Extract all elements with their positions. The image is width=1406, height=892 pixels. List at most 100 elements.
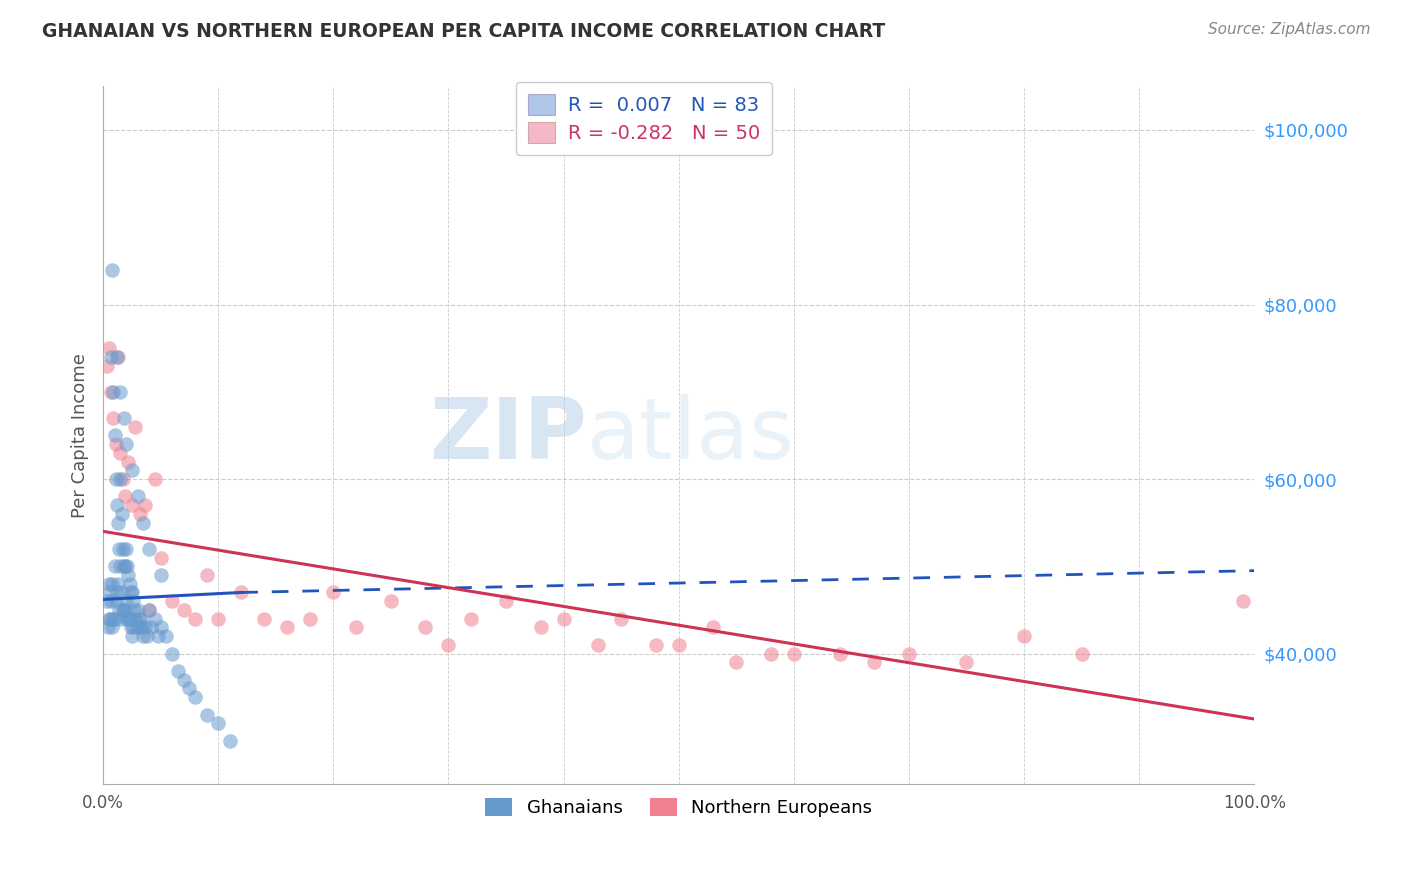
Point xyxy=(104,612,127,626)
Point xyxy=(110,384,132,399)
Point xyxy=(553,612,575,626)
Point xyxy=(148,629,170,643)
Point xyxy=(97,620,120,634)
Point xyxy=(125,620,148,634)
Point xyxy=(111,472,134,486)
Point xyxy=(702,620,724,634)
Point xyxy=(828,647,851,661)
Point xyxy=(103,612,125,626)
Point xyxy=(100,350,122,364)
Point xyxy=(96,594,118,608)
Point xyxy=(138,603,160,617)
Point xyxy=(149,550,172,565)
Point xyxy=(117,612,139,626)
Text: Source: ZipAtlas.com: Source: ZipAtlas.com xyxy=(1208,22,1371,37)
Y-axis label: Per Capita Income: Per Capita Income xyxy=(72,353,89,518)
Point xyxy=(117,612,139,626)
Point xyxy=(103,384,125,399)
Point xyxy=(127,603,149,617)
Point xyxy=(783,647,806,661)
Point xyxy=(299,612,322,626)
Point xyxy=(122,620,145,634)
Point xyxy=(149,568,172,582)
Point xyxy=(668,638,690,652)
Point xyxy=(107,576,129,591)
Point xyxy=(121,498,143,512)
Point xyxy=(135,629,157,643)
Text: ZIP: ZIP xyxy=(429,394,586,477)
Point xyxy=(97,612,120,626)
Point xyxy=(96,359,118,373)
Point xyxy=(110,472,132,486)
Point xyxy=(610,612,633,626)
Point xyxy=(101,262,124,277)
Point xyxy=(124,419,146,434)
Point xyxy=(104,559,127,574)
Point xyxy=(132,629,155,643)
Point xyxy=(759,647,782,661)
Point xyxy=(129,507,152,521)
Point xyxy=(114,603,136,617)
Point xyxy=(112,559,135,574)
Text: atlas: atlas xyxy=(586,394,794,477)
Point xyxy=(120,585,142,599)
Point xyxy=(460,612,482,626)
Point xyxy=(111,541,134,556)
Point xyxy=(160,647,183,661)
Point xyxy=(179,681,201,696)
Point xyxy=(141,620,163,634)
Point xyxy=(155,629,177,643)
Point xyxy=(97,576,120,591)
Point xyxy=(118,612,141,626)
Point xyxy=(105,498,128,512)
Point xyxy=(184,690,207,705)
Point xyxy=(117,559,139,574)
Point xyxy=(117,454,139,468)
Point xyxy=(110,559,132,574)
Point xyxy=(143,612,166,626)
Point xyxy=(173,603,195,617)
Point xyxy=(100,594,122,608)
Point xyxy=(129,620,152,634)
Point xyxy=(120,620,142,634)
Point xyxy=(322,585,344,599)
Point xyxy=(195,568,218,582)
Point xyxy=(128,612,150,626)
Point xyxy=(115,541,138,556)
Point xyxy=(863,655,886,669)
Legend: Ghanaians, Northern Europeans: Ghanaians, Northern Europeans xyxy=(478,790,879,824)
Text: GHANAIAN VS NORTHERN EUROPEAN PER CAPITA INCOME CORRELATION CHART: GHANAIAN VS NORTHERN EUROPEAN PER CAPITA… xyxy=(42,22,886,41)
Point xyxy=(897,647,920,661)
Point xyxy=(110,507,132,521)
Point xyxy=(1232,594,1254,608)
Point xyxy=(101,620,124,634)
Point xyxy=(118,576,141,591)
Point xyxy=(98,585,121,599)
Point xyxy=(134,620,156,634)
Point xyxy=(111,603,134,617)
Point xyxy=(344,620,367,634)
Point xyxy=(110,612,132,626)
Point xyxy=(173,673,195,687)
Point xyxy=(107,516,129,530)
Point xyxy=(529,620,551,634)
Point xyxy=(437,638,460,652)
Point xyxy=(121,463,143,477)
Point xyxy=(149,620,172,634)
Point xyxy=(108,541,131,556)
Point xyxy=(207,716,229,731)
Point xyxy=(108,603,131,617)
Point xyxy=(114,559,136,574)
Point xyxy=(131,620,153,634)
Point xyxy=(105,585,128,599)
Point xyxy=(115,594,138,608)
Point xyxy=(124,612,146,626)
Point xyxy=(1070,647,1092,661)
Point xyxy=(495,594,517,608)
Point xyxy=(184,612,207,626)
Point xyxy=(115,437,138,451)
Point xyxy=(160,594,183,608)
Point xyxy=(138,541,160,556)
Point xyxy=(104,437,127,451)
Point xyxy=(122,594,145,608)
